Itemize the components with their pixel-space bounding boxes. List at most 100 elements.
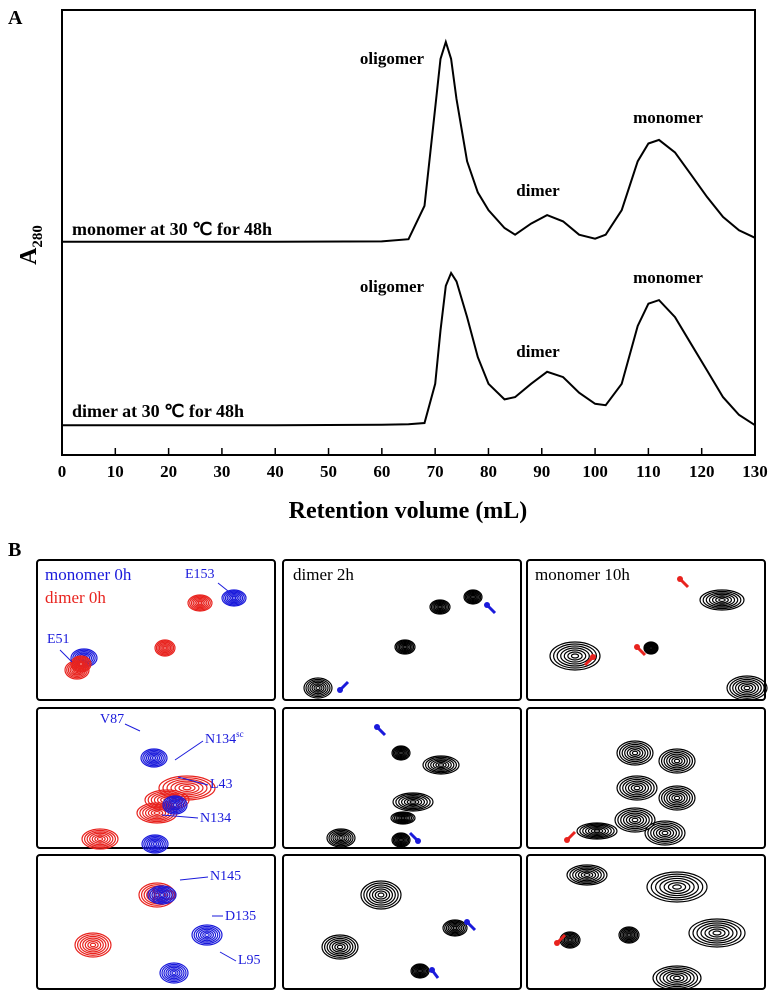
series-label: dimer at 30 ℃ for 48h xyxy=(72,401,244,421)
contour xyxy=(447,922,463,934)
contour xyxy=(622,929,636,941)
contour xyxy=(393,747,409,759)
contour xyxy=(178,783,196,793)
contour xyxy=(552,643,598,669)
contour xyxy=(658,828,672,838)
contour xyxy=(223,590,245,606)
contour xyxy=(395,640,415,654)
contour xyxy=(622,778,652,798)
contour xyxy=(83,829,117,849)
contour xyxy=(170,780,204,796)
contour xyxy=(170,801,180,809)
contour xyxy=(699,589,745,611)
contour xyxy=(158,642,172,654)
contour xyxy=(563,934,577,946)
contour xyxy=(89,832,111,846)
y-axis-label: A280 xyxy=(16,225,46,265)
contour xyxy=(204,932,210,938)
contour xyxy=(228,593,240,603)
contour xyxy=(663,879,691,895)
contour xyxy=(153,889,171,901)
contour xyxy=(705,592,739,608)
contour xyxy=(400,643,410,651)
contour xyxy=(593,829,601,833)
contour xyxy=(444,920,466,936)
contour xyxy=(667,882,687,892)
contour xyxy=(394,639,416,655)
contour xyxy=(565,935,575,945)
x-tick-label: 100 xyxy=(582,462,608,481)
contour xyxy=(363,882,399,908)
contour xyxy=(572,867,602,883)
contour xyxy=(582,824,612,838)
contour xyxy=(151,887,173,903)
contour xyxy=(633,785,641,791)
contour xyxy=(193,925,221,945)
contour xyxy=(652,825,678,841)
contour xyxy=(671,793,683,803)
contour xyxy=(624,745,646,761)
contour xyxy=(187,594,213,612)
contour xyxy=(570,653,580,659)
contour xyxy=(321,934,359,960)
contour xyxy=(326,828,356,848)
contour xyxy=(646,871,708,903)
spectrum-frame xyxy=(282,854,522,990)
arrow-head xyxy=(337,687,343,693)
contour xyxy=(450,925,460,931)
peak-leader xyxy=(59,649,73,663)
contour xyxy=(643,641,659,655)
contour xyxy=(726,675,768,701)
peak-label: L95 xyxy=(238,953,261,968)
contour xyxy=(147,808,167,818)
contour xyxy=(654,875,700,899)
contour xyxy=(91,834,109,844)
contour xyxy=(711,595,733,605)
contour xyxy=(155,890,169,900)
arrow-head xyxy=(415,838,421,844)
spectrum-frame xyxy=(526,707,766,849)
contour xyxy=(614,807,656,833)
legend-label: dimer 0h xyxy=(45,588,106,607)
contour xyxy=(673,758,681,764)
peak-label: N134sc xyxy=(205,729,244,747)
contour xyxy=(328,829,354,847)
contour xyxy=(398,794,428,810)
contour xyxy=(432,760,450,770)
contour xyxy=(162,646,168,650)
x-tick-label: 90 xyxy=(533,462,550,481)
contour xyxy=(338,836,344,840)
contour xyxy=(618,926,640,944)
contour xyxy=(371,888,391,902)
contour xyxy=(688,918,746,948)
contour xyxy=(411,964,429,978)
peak-label: E51 xyxy=(47,632,70,647)
arrow-head xyxy=(590,654,596,660)
x-tick-label: 130 xyxy=(742,462,768,481)
contour xyxy=(402,645,408,649)
contour xyxy=(418,969,422,973)
contour xyxy=(395,793,431,811)
contour xyxy=(163,965,185,981)
contour xyxy=(330,830,352,846)
contour xyxy=(567,651,583,661)
contour xyxy=(82,937,104,953)
contour xyxy=(161,963,187,983)
spectrum-frame xyxy=(36,559,276,701)
contour xyxy=(649,646,653,650)
contour xyxy=(160,643,170,653)
contour xyxy=(415,967,425,975)
contour xyxy=(392,833,410,847)
contour xyxy=(78,662,84,666)
x-tick-label: 70 xyxy=(427,462,444,481)
contour xyxy=(150,809,164,817)
arrow-head xyxy=(634,644,640,650)
contour xyxy=(626,747,644,759)
peak-label: E153 xyxy=(185,567,215,582)
contour xyxy=(146,838,164,850)
contour xyxy=(574,868,600,882)
contour xyxy=(94,835,106,843)
contour xyxy=(397,641,413,653)
contour xyxy=(403,797,423,807)
contour xyxy=(400,816,406,820)
